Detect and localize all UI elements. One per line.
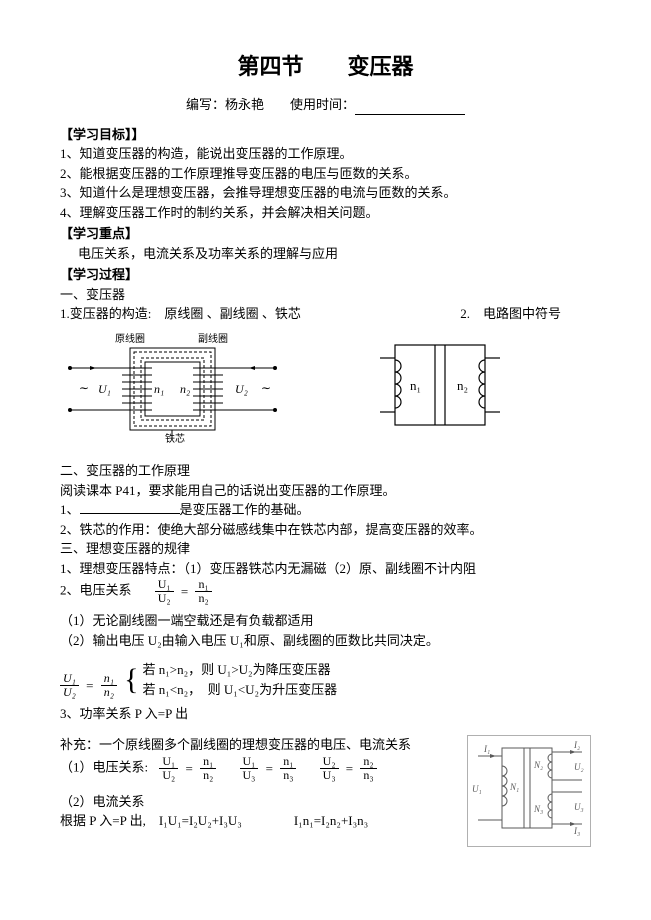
power-rel: 3、功率关系 P 入=P 出 (60, 704, 591, 724)
frac-u1u2-it: U₁U₂ (60, 672, 79, 699)
ac-symbol: ∼ (78, 381, 88, 395)
u1-label: U₁ (98, 382, 111, 396)
focus-body: 电压关系，电流关系及功率关系的理解与应用 (60, 244, 591, 264)
process-heading: 【学习过程】 (60, 265, 591, 285)
blank-line (80, 513, 180, 514)
svg-text:I₁: I₁ (483, 744, 490, 754)
diagrams-row: 原线圈 副线圈 铁芯 ∼ ∼ U₁ U₂ n₁ n₂ (60, 330, 591, 456)
goal-item: 4、理解变压器工作时的制约关系，并会解决相关问题。 (60, 203, 591, 223)
n1-label: n₁ (410, 378, 421, 393)
struct-row: 1.变压器的构造: 原线圈 、副线圈 、铁芯 2. 电路图中符号 (60, 304, 591, 324)
voltage-note2: （2）输出电压 U₂由输入电压 U₁和原、副线圈的匝数比共同决定。 (60, 631, 591, 651)
part2-blank-row: 1、 是变压器工作的基础。 (60, 500, 591, 520)
supp-block: 补充：一个原线圈多个副线圈的理想变压器的电压、电流关系 （1）电压关系: U₁U… (60, 735, 591, 847)
svg-text:N₂: N₂ (533, 760, 543, 770)
voltage-row: 2、电压关系 U₁U₂ = n₁n₂ (60, 578, 591, 605)
page-title: 第四节 变压器 (60, 50, 591, 83)
part1-heading: 一、变压器 (60, 285, 591, 305)
svg-text:I₃: I₃ (573, 826, 580, 836)
byline-blank (355, 114, 465, 115)
brace-icon: { (124, 665, 138, 695)
voltage-label: 2、电压关系 (60, 583, 132, 598)
focus-heading: 【学习重点】 (60, 224, 591, 244)
n2-label: n₂ (180, 382, 190, 396)
n2-label: n₂ (457, 378, 468, 393)
frac-u1u2: U₁U₂ (155, 578, 174, 605)
supp-voltage-row: （1）电压关系: U₁U₂ = n₁n₂ U₁U₃ = n₁n₃ U₂U₃ = … (60, 755, 467, 782)
part3-ideal: 1、理想变压器特点：（1）变压器铁芯内无漏磁（2）原、副线圈不计内阻 (60, 559, 591, 579)
u2-label: U₂ (235, 382, 248, 396)
frac-n1n2: n₁n₂ (195, 578, 211, 605)
cases-row: U₁U₂ = n₁n₂ { 若 n₁>n₂，则 U₁>U₂为降压变压器 若 n₁… (60, 660, 591, 699)
cases: { 若 n₁>n₂，则 U₁>U₂为降压变压器 若 n₁<n₂， 则 U₁<U₂… (120, 660, 337, 699)
goal-item: 1、知道变压器的构造，能说出变压器的工作原理。 (60, 144, 591, 164)
supp-current-body: 根据 P 入=P 出, I₁U₁=I₂U₂+I₃U₃ I₁n₁=I₂n₂+I₃n… (60, 811, 467, 831)
frac-n1n2-it: n₁n₂ (101, 672, 117, 699)
symbol-diagram: n₁ n₂ (375, 330, 505, 446)
primary-label: 原线圈 (115, 332, 145, 345)
part3-heading: 三、理想变压器的规律 (60, 539, 591, 559)
supp-current-label: （2）电流关系 (60, 792, 467, 812)
svg-text:N₁: N₁ (509, 782, 519, 792)
struct-left: 1.变压器的构造: 原线圈 、副线圈 、铁芯 (60, 304, 301, 324)
equals: = (86, 676, 93, 696)
svg-text:U₃: U₃ (574, 802, 584, 812)
equals: = (181, 582, 188, 602)
case2: 若 n₁<n₂， 则 U₁<U₂为升压变压器 (143, 680, 338, 700)
supp-voltage-label: （1）电压关系: (60, 759, 148, 774)
core-label: 铁芯 (165, 432, 185, 445)
svg-text:U₂: U₂ (574, 762, 584, 772)
blank-prefix: 1、 (60, 502, 80, 517)
goal-item: 2、能根据变压器的工作原理推导变压器的电压与匝数的关系。 (60, 164, 591, 184)
part2-read: 阅读课本 P41，要求能用自己的话说出变压器的工作原理。 (60, 481, 591, 501)
transformer-diagram: 原线圈 副线圈 铁芯 ∼ ∼ U₁ U₂ n₁ n₂ (60, 330, 285, 456)
part2-core: 2、铁芯的作用：使绝大部分磁感线集中在铁芯内部，提高变压器的效率。 (60, 520, 591, 540)
case1: 若 n₁>n₂，则 U₁>U₂为降压变压器 (143, 660, 338, 680)
byline-prefix: 编写：杨永艳 使用时间： (186, 97, 355, 112)
n1-label: n₁ (154, 382, 164, 396)
byline: 编写：杨永艳 使用时间： (60, 95, 591, 115)
svg-text:N₃: N₃ (533, 804, 543, 814)
goals-heading: 【学习目标】】 (60, 125, 591, 145)
blank-suffix: 是变压器工作的基础。 (180, 502, 310, 517)
svg-text:I₂: I₂ (573, 740, 580, 750)
supp-heading: 补充：一个原线圈多个副线圈的理想变压器的电压、电流关系 (60, 735, 467, 755)
secondary-label: 副线圈 (198, 332, 228, 345)
part2-heading: 二、变压器的工作原理 (60, 461, 591, 481)
svg-text:U₁: U₁ (472, 784, 482, 794)
ac-symbol: ∼ (260, 381, 270, 395)
multi-diagram: I₁ I₂ I₃ U₁ U₂ U₃ N₁ N₂ N₃ (467, 735, 591, 847)
goal-item: 3、知道什么是理想变压器，会推导理想变压器的电流与匝数的关系。 (60, 183, 591, 203)
struct-right: 2. 电路图中符号 (460, 304, 561, 324)
voltage-note1: （1）无论副线圈一端空载还是有负载都适用 (60, 611, 591, 631)
